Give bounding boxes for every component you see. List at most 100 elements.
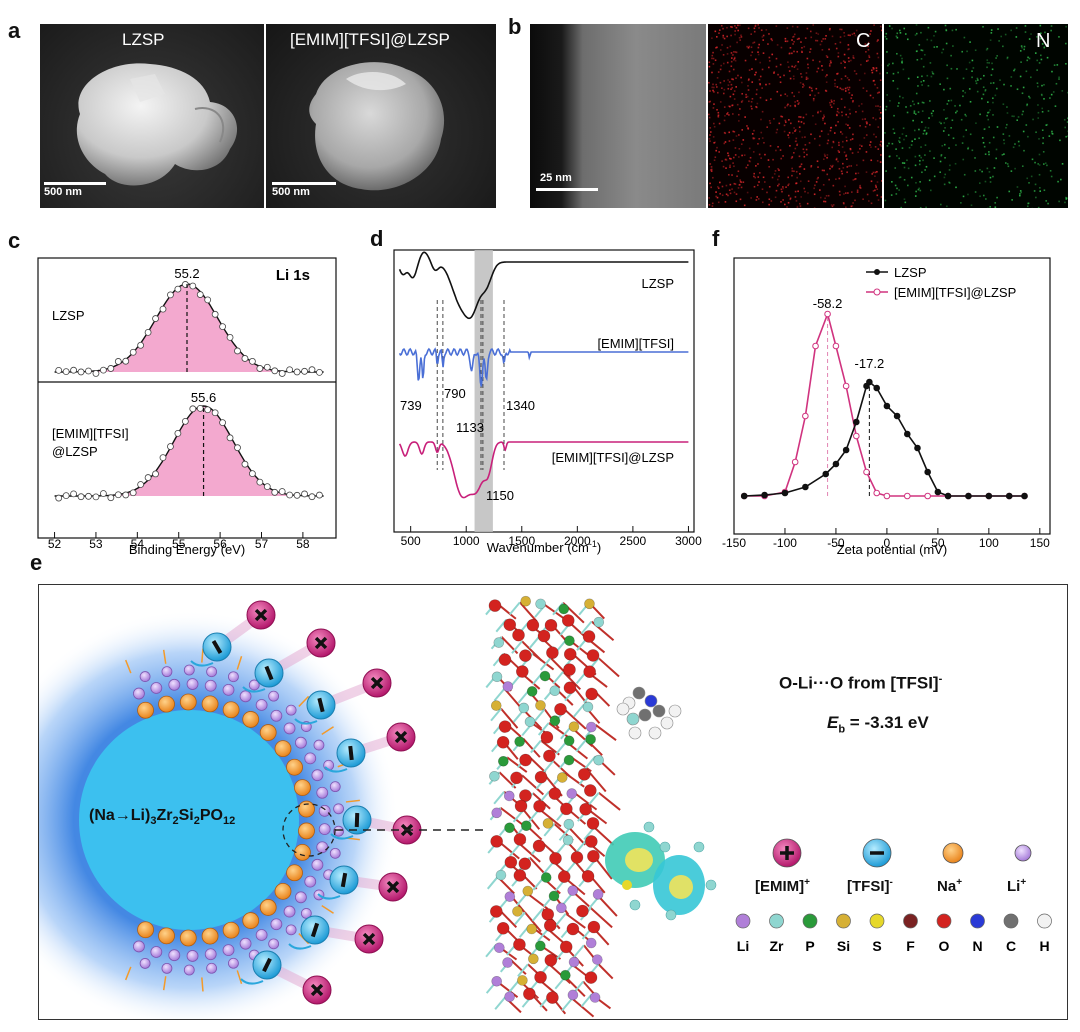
zeta-legend-emim-lzsp: [EMIM][TFSI]@LZSP — [894, 285, 1016, 300]
sem-image-lzsp — [40, 24, 264, 208]
legend-emim-label: [EMIM]+ — [755, 877, 810, 895]
sem-caption-lzsp: LZSP — [122, 30, 165, 49]
eds-caption-carbon: C — [856, 30, 871, 52]
binding-energy: Eb = -3.31 eV — [827, 713, 929, 736]
zeta-legend-lzsp: LZSP — [894, 265, 927, 280]
xps-series-lzsp: LZSP — [52, 308, 85, 323]
ftir-series-lzsp: LZSP — [641, 276, 674, 291]
binding-title: O-Li···O from [TFSI]- — [779, 673, 943, 693]
atom-legend-o: O — [939, 938, 950, 954]
ion-pairs — [190, 600, 422, 1005]
atom-legend-p: P — [805, 938, 814, 954]
atom-legend: Li Zr P Si S F O N C H — [735, 913, 1052, 954]
panel-label-d: d — [370, 226, 384, 251]
particle-formula: (Na→Li)3Zr2Si2PO12 — [89, 807, 236, 828]
svg-text:-150: -150 — [722, 536, 746, 550]
svg-text:0: 0 — [884, 536, 891, 550]
sem-caption-emim-lzsp: [EMIM][TFSI]@LZSP — [290, 30, 450, 49]
panel-label-b: b — [508, 14, 522, 39]
svg-text:-100: -100 — [773, 536, 797, 550]
scale-bar-emim-lzsp — [272, 182, 336, 185]
eds-carbon-dots — [708, 24, 882, 208]
atom-legend-f: F — [906, 938, 915, 954]
ftir-x-axis-label: Wavenumber (cm-1) — [487, 539, 601, 555]
xps-chart: 52 53 54 55 56 57 58 Li 1s 55.2 55.6 LZSP [EMI… — [37, 257, 337, 557]
svg-text:56: 56 — [213, 537, 227, 551]
atom-legend-n: N — [972, 938, 982, 954]
ftir-series-emim-lzsp: [EMIM][TFSI]@LZSP — [552, 450, 674, 465]
eds-caption-nitrogen: N — [1036, 30, 1051, 52]
atom-legend-h: H — [1039, 938, 1049, 954]
particle-shell-ions — [124, 648, 360, 992]
xps-lower-spectrum — [54, 404, 324, 502]
ftir-spectra — [398, 251, 689, 499]
ftir-highlight-band — [474, 250, 493, 532]
ftir-series-emim: [EMIM][TFSI] — [597, 336, 674, 351]
zeta-peak-label-emim: -58.2 — [813, 296, 843, 311]
ftir-annot-1340: 1340 — [506, 398, 535, 413]
crystal-structure — [485, 595, 621, 1018]
zeta-chart: -150 -100 -50 0 50 100 150 LZSP [EMIM][TFSI]@L… — [722, 257, 1051, 557]
atom-legend-si: Si — [837, 938, 850, 954]
svg-text:1000: 1000 — [453, 534, 480, 548]
scale-text-tem: 25 nm — [540, 172, 572, 184]
svg-text:500: 500 — [401, 534, 421, 548]
scale-bar-lzsp — [44, 182, 106, 185]
scale-text-lzsp: 500 nm — [44, 186, 82, 198]
svg-text:55: 55 — [172, 537, 186, 551]
ftir-x-ticks: 500 1000 1500 2000 2500 3000 — [401, 526, 702, 548]
xps-x-ticks: 52 53 54 55 56 57 58 — [48, 532, 310, 551]
xps-title: Li 1s — [276, 267, 310, 284]
eds-map-carbon — [708, 24, 882, 208]
particle-lzsp-graphic — [76, 63, 238, 186]
ftir-annot-1133: 1133 — [456, 420, 484, 435]
xps-upper-spectrum — [54, 281, 324, 377]
zeta-legend-marker-lzsp — [874, 269, 880, 275]
svg-text:2500: 2500 — [620, 534, 647, 548]
xps-series-emim-line2: @LZSP — [52, 444, 98, 459]
emim-molecule — [616, 686, 717, 921]
charge-density-blob — [605, 832, 705, 915]
tem-image — [530, 24, 706, 208]
svg-text:58: 58 — [296, 537, 310, 551]
panel-label-c: c — [8, 228, 21, 253]
ftir-annot-1150: 1150 — [486, 488, 514, 503]
ftir-frame — [393, 249, 695, 533]
svg-text:57: 57 — [255, 537, 269, 551]
zeta-curves — [740, 310, 1028, 500]
panel-label-a: a — [8, 18, 21, 43]
xps-peak-label-emim-lzsp: 55.6 — [191, 390, 216, 405]
xps-x-axis-label: Binding Energy (eV) — [129, 542, 245, 557]
svg-text:-50: -50 — [827, 536, 845, 550]
svg-text:3000: 3000 — [675, 534, 702, 548]
legend-na-label: Na+ — [937, 877, 963, 895]
zeta-legend-marker-emim — [873, 288, 881, 296]
ftir-annot-739: 739 — [400, 398, 422, 413]
xps-series-emim-line1: [EMIM][TFSI] — [52, 426, 129, 441]
zeta-peak-label-lzsp: -17.2 — [855, 356, 885, 371]
zeta-x-axis-label: Zeta potential (mV) — [837, 542, 948, 557]
svg-text:53: 53 — [89, 537, 103, 551]
svg-text:100: 100 — [979, 536, 999, 550]
atom-legend-c: C — [1006, 938, 1016, 954]
legend-li-label: Li+ — [1007, 877, 1027, 895]
schematic-frame: Li Zr P Si S F O N C H (Na→Li)3Zr2Si2PO12 O-Li···… — [38, 584, 1068, 1020]
ion-legend-icons — [772, 838, 1032, 868]
xps-frame — [37, 257, 337, 539]
panel-label-f: f — [712, 226, 720, 251]
particle-emim-lzsp-graphic — [309, 62, 445, 191]
scale-text-emim-lzsp: 500 nm — [272, 186, 310, 198]
ftir-dashed-guides — [436, 300, 505, 470]
scale-bar-tem — [536, 188, 598, 191]
svg-text:54: 54 — [131, 537, 145, 551]
ftir-chart: 500 1000 1500 2000 2500 3000 LZSP [EMIM][TFSI… — [393, 249, 702, 555]
sem-image-emim-lzsp — [266, 24, 496, 208]
atom-legend-li: Li — [737, 938, 749, 954]
schematic-graphic: Li Zr P Si S F O N C H — [39, 595, 1052, 1019]
ftir-annot-790: 790 — [444, 386, 466, 401]
atom-legend-zr: Zr — [770, 938, 785, 954]
zeta-frame — [733, 257, 1051, 535]
svg-text:150: 150 — [1030, 536, 1050, 550]
panel-label-e: e — [30, 550, 43, 575]
legend-tfsi-label: [TFSI]- — [847, 877, 893, 895]
